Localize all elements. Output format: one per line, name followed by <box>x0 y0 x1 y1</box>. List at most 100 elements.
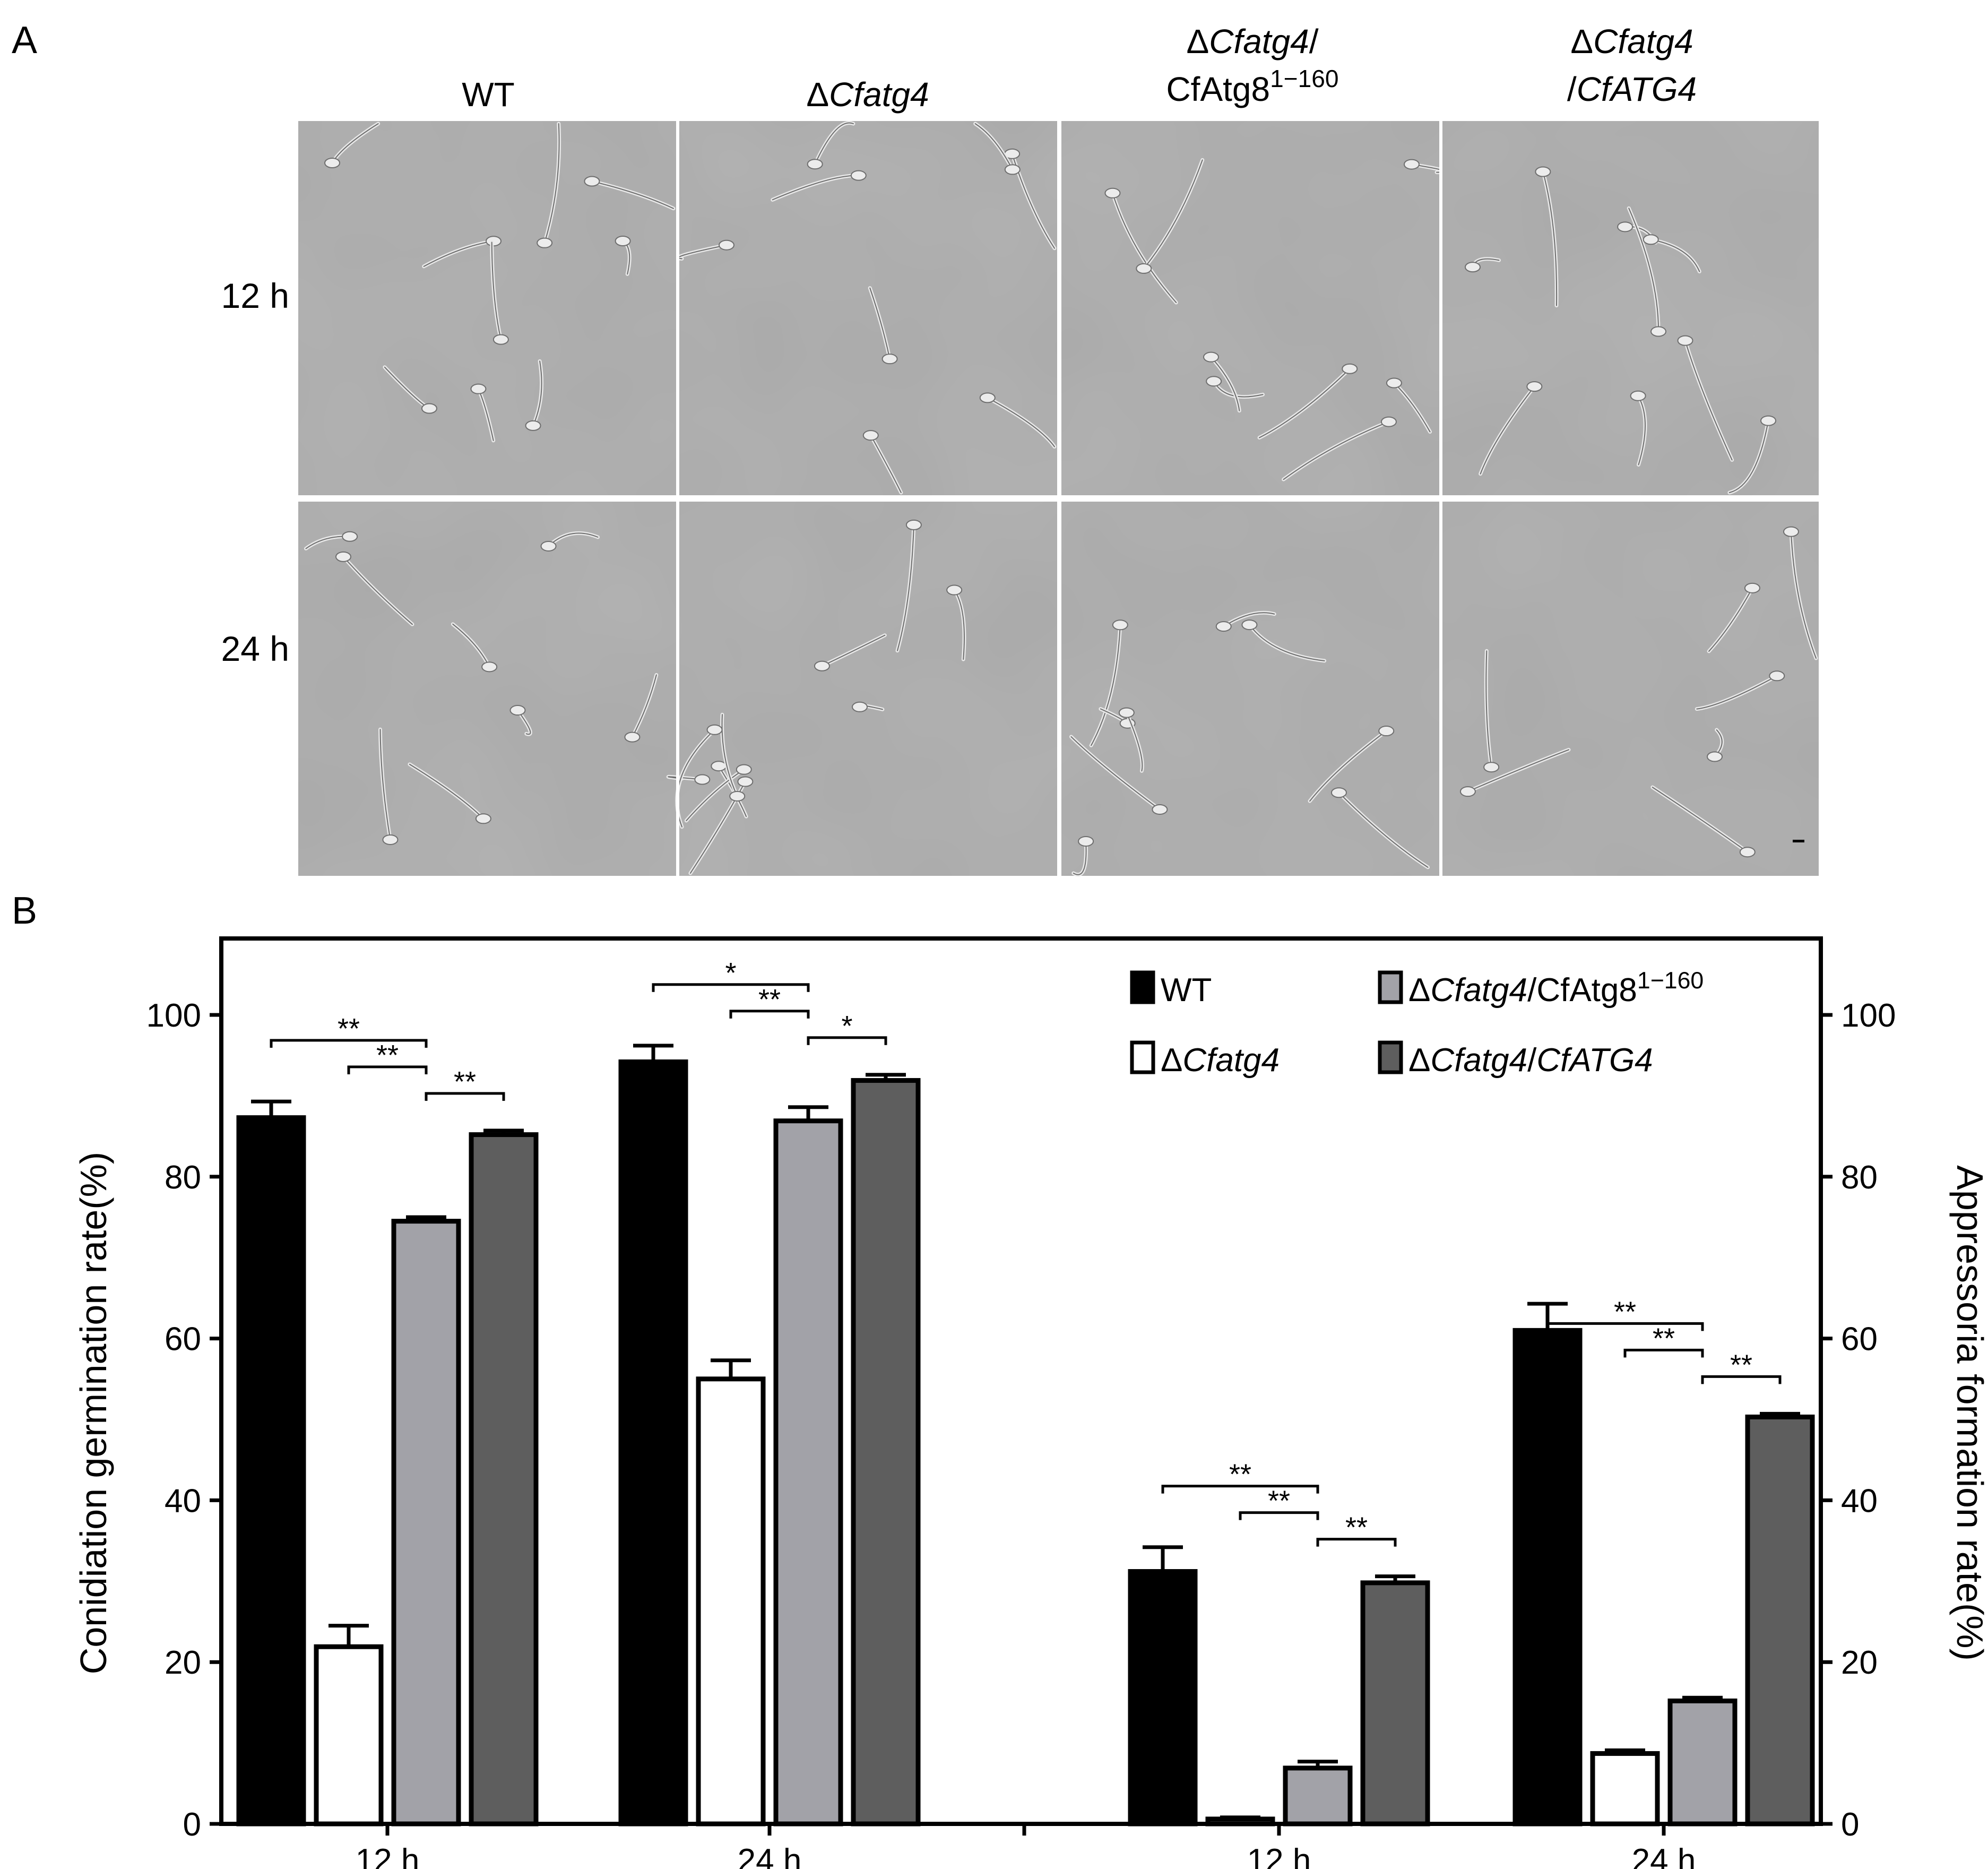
significance-bracket <box>1239 1511 1319 1520</box>
row-titles: 12 h 24 h <box>221 276 289 668</box>
significance-bracket <box>270 1039 428 1048</box>
column-title-3-line1: ΔCfatg4 <box>1570 22 1693 61</box>
bar-1 <box>314 1644 384 1827</box>
bar-0 <box>1512 1328 1583 1827</box>
column-title-2-line2: CfAtg81−160 <box>1166 65 1338 108</box>
right-axis-title: Appressoria formation rate(%) <box>1949 1165 1988 1661</box>
significance-bracket <box>1701 1375 1782 1384</box>
significance-label: ** <box>1229 1459 1251 1491</box>
bar-group-3: 24 h ** ** ** <box>1512 1296 1815 1869</box>
x-tick-label: 24 h <box>1632 1842 1696 1869</box>
significance-bracket <box>1546 1322 1704 1331</box>
significance-bracket <box>807 1036 887 1045</box>
panel-b-letter: B <box>12 890 37 932</box>
micrograph-grid <box>298 121 1819 877</box>
legend-swatch <box>1130 970 1155 1004</box>
significance-bracket <box>347 1065 428 1074</box>
left-axis-title: Conidiation germination rate(%) <box>73 1152 114 1674</box>
significance-label: ** <box>376 1039 399 1071</box>
scale-bar <box>1793 840 1804 842</box>
bar-2 <box>1283 1765 1353 1827</box>
legend-swatch <box>1130 1040 1155 1074</box>
column-title-1: ΔCfatg4 <box>806 75 929 114</box>
micrograph-r0-c0 <box>298 121 676 495</box>
micrograph-r0-c3 <box>1441 121 1819 495</box>
legend-item-2: ΔCfatg4/CfAtg81−160 <box>1378 968 1704 1009</box>
bar-2 <box>391 1219 461 1827</box>
bar-3 <box>469 1132 539 1827</box>
right-tick-label: 80 <box>1841 1159 1878 1196</box>
significance-label: ** <box>758 984 781 1015</box>
micrograph-r1-c1 <box>666 502 1057 876</box>
significance-bracket <box>729 1010 810 1019</box>
significance-label: ** <box>1730 1349 1752 1381</box>
micrograph-r0-c1 <box>676 121 1057 495</box>
right-tick-label: 60 <box>1841 1321 1878 1358</box>
right-tick-label: 20 <box>1841 1644 1878 1681</box>
bar-3 <box>1745 1414 1815 1827</box>
row-title-0: 12 h <box>221 276 289 315</box>
significance-label: ** <box>1268 1485 1290 1517</box>
significance-label: * <box>725 957 736 989</box>
legend: WT ΔCfatg4 ΔCfatg4/CfAtg81−160 ΔCfatg4/CfAT… <box>1130 968 1704 1079</box>
left-tick-label: 80 <box>165 1159 201 1196</box>
bar-0 <box>1128 1569 1198 1827</box>
left-tick-label: 40 <box>165 1483 201 1519</box>
significance-label: * <box>841 1010 852 1042</box>
bar-1 <box>696 1376 766 1827</box>
significance-label: ** <box>1614 1296 1636 1328</box>
legend-item-0: WT <box>1130 970 1212 1009</box>
significance-bracket <box>425 1092 505 1101</box>
bar-2 <box>1667 1698 1738 1827</box>
bar-1 <box>1205 1816 1275 1827</box>
bar-2 <box>773 1118 843 1827</box>
legend-label: ΔCfatg4/CfATG4 <box>1408 1042 1653 1079</box>
column-titles: WT ΔCfatg4 ΔCfatg4/CfAtg81−160 ΔCfatg4/CfAT… <box>462 22 1697 114</box>
legend-swatch <box>1378 970 1403 1004</box>
left-tick-label: 20 <box>165 1644 201 1681</box>
right-tick-label: 40 <box>1841 1483 1878 1519</box>
legend-label: ΔCfatg4 <box>1161 1042 1280 1079</box>
legend-label: ΔCfatg4/CfAtg81−160 <box>1408 968 1704 1009</box>
significance-label: ** <box>1345 1512 1368 1544</box>
right-tick-label: 100 <box>1841 997 1896 1034</box>
significance-label: ** <box>454 1066 476 1098</box>
left-tick-label: 60 <box>165 1321 201 1358</box>
bar-chart: 0 20 40 60 80 100 0 20 40 60 80 100 Conidiation germ… <box>73 936 1988 1869</box>
plot-frame <box>219 936 1823 1826</box>
significance-label: ** <box>1653 1322 1675 1354</box>
bar-3 <box>1360 1580 1430 1827</box>
x-tick-label: 24 h <box>738 1842 802 1869</box>
legend-label: WT <box>1161 972 1212 1009</box>
column-title-2-line1: ΔCfatg4/ <box>1186 22 1318 61</box>
significance-bracket <box>1623 1348 1704 1358</box>
significance-label: ** <box>338 1013 360 1045</box>
legend-item-1: ΔCfatg4 <box>1130 1040 1280 1079</box>
legend-item-3: ΔCfatg4/CfATG4 <box>1378 1040 1653 1079</box>
left-tick-label: 100 <box>146 997 201 1034</box>
micrograph-r1-c3 <box>1441 502 1819 876</box>
legend-swatch <box>1378 1040 1403 1074</box>
micrograph-r1-c2 <box>1061 502 1439 877</box>
right-tick-label: 0 <box>1841 1806 1859 1843</box>
bar-3 <box>851 1078 921 1827</box>
column-title-0: WT <box>462 75 515 114</box>
bar-0 <box>236 1115 306 1827</box>
panel-a-letter: A <box>12 19 37 62</box>
significance-bracket <box>1161 1485 1319 1494</box>
bar-group-0: 12 h ** ** ** <box>236 1013 539 1869</box>
micrograph-r0-c2 <box>1061 121 1448 495</box>
bar-1 <box>1590 1751 1660 1827</box>
bar-group-1: 24 h**** <box>618 957 921 1869</box>
x-tick-label: 12 h <box>356 1842 420 1869</box>
micrograph-r1-c0 <box>298 502 676 876</box>
row-title-1: 24 h <box>221 629 289 668</box>
left-tick-label: 0 <box>183 1806 201 1843</box>
column-title-3-line2: /CfATG4 <box>1567 70 1697 108</box>
x-tick-label: 12 h <box>1247 1842 1311 1869</box>
bar-0 <box>618 1059 688 1827</box>
significance-bracket <box>652 983 810 992</box>
significance-bracket <box>1316 1538 1397 1547</box>
bar-group-2: 12 h ** ** ** <box>1128 1459 1430 1869</box>
